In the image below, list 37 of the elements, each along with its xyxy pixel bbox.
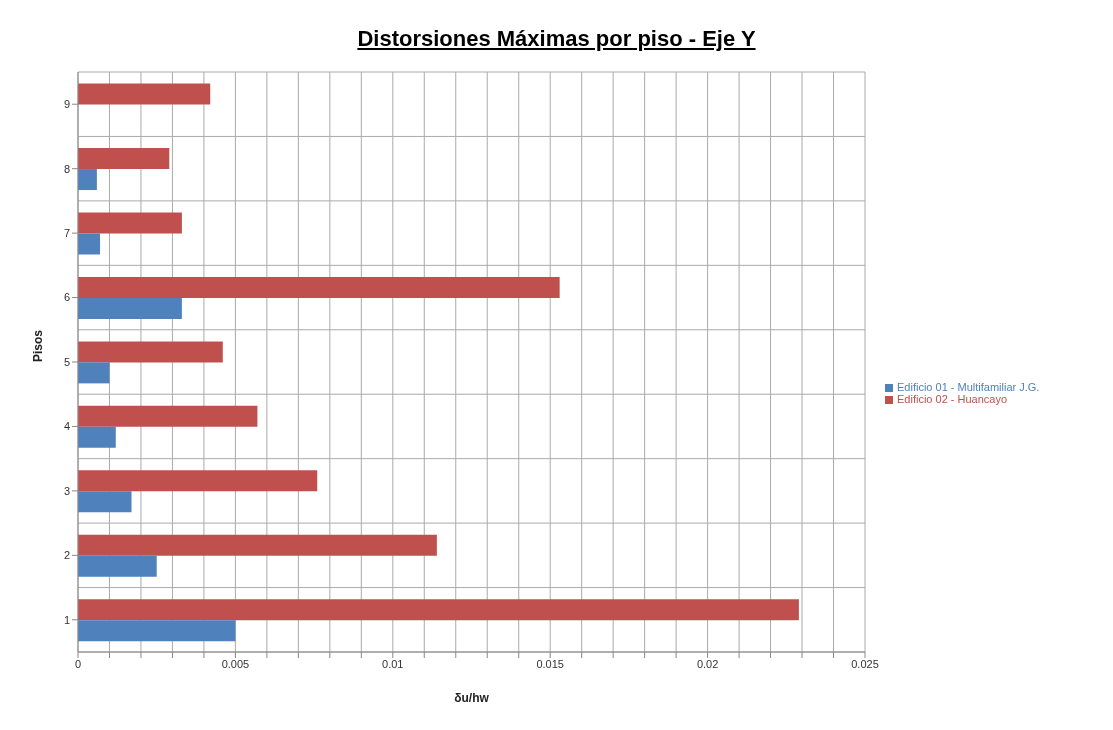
bar [78, 148, 170, 170]
y-tick-label: 2 [63, 549, 70, 562]
bar [78, 534, 437, 556]
y-tick-label: 1 [63, 613, 70, 626]
x-axis-title: δu/hw [454, 691, 490, 705]
y-tick-label: 9 [63, 98, 70, 111]
bar [78, 555, 157, 577]
bar [78, 341, 223, 363]
bar [78, 297, 182, 319]
y-tick-label: 4 [63, 420, 70, 433]
x-tick-label: 0.005 [221, 657, 250, 670]
bar [78, 83, 211, 105]
y-tick-label: 6 [63, 291, 70, 304]
bar [78, 405, 258, 427]
x-tick-label: 0.01 [382, 657, 404, 670]
y-axis-title: Pisos [31, 329, 46, 362]
y-tick-label: 5 [63, 355, 70, 368]
x-tick-label: 0.02 [696, 657, 719, 670]
bar [78, 276, 560, 298]
bar [78, 212, 182, 234]
legend-label: Edificio 01 - Multifamiliar J.G. [897, 381, 1040, 393]
y-tick-label: 8 [63, 162, 70, 175]
bar [78, 233, 101, 255]
bar [78, 426, 116, 448]
bar [78, 599, 799, 621]
x-tick-label: 0.015 [536, 657, 564, 670]
y-tick-label: 7 [63, 227, 70, 240]
bar [78, 620, 236, 642]
y-tick-label: 3 [63, 484, 70, 497]
bar [78, 169, 97, 191]
bar [78, 470, 318, 492]
bar [78, 491, 132, 513]
x-tick-label: 0 [74, 657, 82, 670]
x-tick-label: 0.025 [851, 657, 879, 670]
legend-label: Edificio 02 - Huancayo [897, 393, 1008, 405]
chart-title: Distorsiones Máximas por piso - Eje Y [356, 25, 757, 53]
bar [78, 362, 110, 384]
